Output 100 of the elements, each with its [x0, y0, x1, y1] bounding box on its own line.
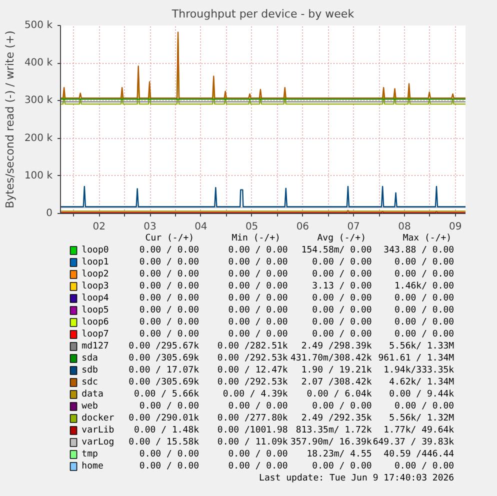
text: 0.00 / 11.09k [217, 438, 288, 448]
text: 0.00 / 0.00 [139, 258, 200, 268]
legend-label: tmp [82, 450, 98, 460]
y-axis-title: Bytes/second read (-) / write (+) [3, 30, 16, 208]
x-tick-label: 05 [245, 222, 258, 232]
text: 0.00 /1001.98 [217, 426, 288, 436]
text: 1.46k/ 0.00 [394, 282, 454, 292]
text: 0.00 / 0.00 [312, 258, 372, 268]
text: 0.00 / 0.00 [312, 402, 372, 412]
text: 0.00 / 0.00 [312, 294, 372, 304]
legend-label: loop3 [82, 282, 109, 292]
text: 0.00 / 0.00 [139, 330, 200, 340]
text: 0.00 / 0.00 [394, 270, 454, 280]
text: 4.62k/ 1.34M [389, 378, 455, 388]
text: 0.00 / 9.44k [389, 390, 455, 400]
legend-label: varLog [82, 438, 114, 448]
legend-label: sda [82, 354, 98, 364]
legend-label: loop7 [82, 330, 109, 340]
y-tick-label: 100 k [24, 170, 53, 182]
y-tick-label: 200 k [24, 132, 53, 144]
legend-label: loop0 [82, 246, 109, 256]
text: 0.00 / 0.00 [228, 294, 288, 304]
chart-title: Throughput per device - by week [170, 8, 355, 20]
line-series [60, 32, 466, 99]
text: 0.00 / 0.00 [139, 402, 200, 412]
legend-label: loop1 [82, 258, 109, 268]
legend-label: sdb [82, 366, 98, 376]
text: 0.00 / 0.00 [228, 282, 288, 292]
text: 0.00 / 17.07k [128, 366, 200, 376]
text: 2.49 /292.35k [301, 414, 372, 424]
x-tick-label: 06 [296, 222, 310, 232]
text: 0.00 / 0.00 [139, 318, 200, 328]
text: 0.00 / 0.00 [394, 330, 454, 340]
legend-label: data [82, 390, 104, 400]
text: 961.61 / 1.34M [378, 354, 455, 364]
text: 2.07 /308.42k [301, 378, 372, 388]
text: 0.00 /290.01k [128, 414, 200, 424]
text: 431.70m/308.42k [290, 354, 372, 364]
text: 5.56k/ 1.32M [389, 414, 455, 424]
text: 0.00 / 0.00 [228, 402, 288, 412]
text: 0.00 /305.69k [128, 378, 200, 388]
text: 0.00 / 1.48k [134, 426, 200, 436]
text: 5.56k/ 1.33M [389, 342, 455, 352]
text: 0.00 / 0.00 [228, 330, 288, 340]
legend-label: home [82, 462, 104, 472]
text: 2.49 /298.39k [301, 342, 372, 352]
legend-label: web [82, 402, 98, 412]
text: 1.90 / 19.21k [301, 366, 372, 376]
legend-label: loop4 [82, 294, 109, 304]
legend-label: loop5 [82, 306, 109, 316]
text: 0.00 / 0.00 [312, 330, 372, 340]
text: Min (-/+) [232, 234, 280, 244]
text: 0.00 / 0.00 [139, 306, 200, 316]
legend-label: docker [82, 414, 115, 424]
text: Max (-/+) [402, 234, 452, 244]
text: 0.00 /282.51k [217, 342, 288, 352]
text: Cur (-/+) [145, 234, 194, 244]
text: 343.88 / 0.00 [384, 246, 454, 256]
text: 0.00 / 0.00 [139, 282, 200, 292]
legend-label: loop6 [82, 318, 109, 328]
text: 0.00 / 0.00 [139, 462, 200, 472]
text: 0.00 / 0.00 [394, 306, 454, 316]
text: Last update: Tue Jun 9 17:40:03 2026 [259, 474, 454, 484]
text: 0.00 / 0.00 [139, 450, 200, 460]
text: 0.00 / 0.00 [228, 306, 288, 316]
text: 0.00 / 0.00 [228, 318, 288, 328]
text: 0.00 / 4.39k [222, 390, 288, 400]
x-tick-label: 02 [92, 222, 106, 232]
text: 0.00 /295.67k [128, 342, 200, 352]
text: 0.00 / 0.00 [228, 450, 288, 460]
text: 0.00 / 6.04k [306, 390, 372, 400]
text: 0.00 / 0.00 [394, 318, 454, 328]
line-series [60, 186, 466, 208]
text: 1.77k/ 49.64k [384, 426, 455, 436]
text: 0.00 / 0.00 [312, 318, 372, 328]
text: 1.94k/333.35k [384, 366, 455, 376]
legend-label: sdc [82, 378, 98, 388]
legend-label: md127 [82, 342, 109, 352]
y-tick-label: 0 [46, 208, 53, 219]
x-tick-label: 04 [194, 222, 208, 232]
x-tick-label: 09 [448, 222, 462, 232]
x-tick-label: 08 [398, 222, 411, 232]
text: 0.00 / 0.00 [312, 270, 372, 280]
text: 0.00 / 0.00 [228, 270, 288, 280]
text: Avg (-/+) [317, 234, 366, 244]
text: 0.00 / 0.00 [312, 462, 372, 472]
text: 0.00 / 0.00 [394, 462, 454, 472]
text: 154.58m/ 0.00 [301, 246, 372, 256]
text: 813.35m/ 1.72k [296, 426, 372, 436]
text: 0.00 / 0.00 [394, 294, 454, 304]
text: 40.59 /446.44 [384, 450, 454, 460]
text: 0.00 / 0.00 [394, 402, 454, 412]
x-tick-label: 03 [144, 222, 156, 232]
text: 0.00 / 0.00 [228, 246, 288, 256]
text: 0.00 / 0.00 [139, 246, 200, 256]
y-tick-label: 500 k [24, 20, 53, 31]
text: 0.00 / 0.00 [228, 462, 288, 472]
text: 0.00 / 0.00 [228, 258, 288, 268]
text: 0.00 /277.80k [217, 414, 288, 424]
text: 0.00 / 0.00 [139, 270, 200, 280]
